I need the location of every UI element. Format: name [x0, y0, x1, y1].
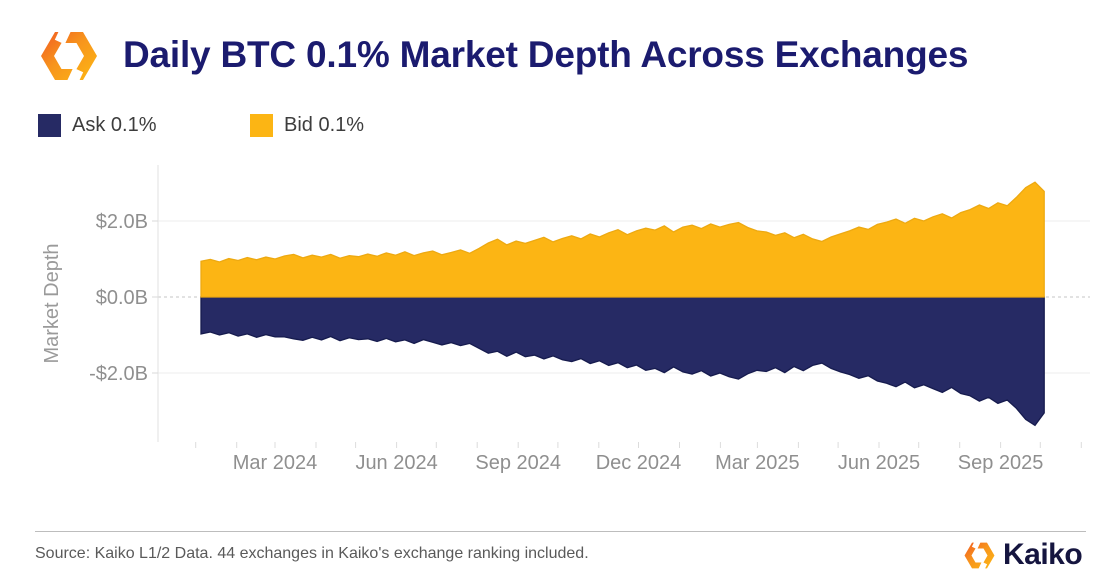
legend-item-bid: Bid 0.1% — [250, 112, 364, 138]
market-depth-area-chart: $2.0B $0.0B -$2.0B Mar 2024 Jun 2024 Sep 2024… — [41, 165, 1090, 474]
svg-text:Sep 2024: Sep 2024 — [475, 452, 561, 474]
source-note: Source: Kaiko L1/2 Data. 44 exchanges in… — [35, 545, 589, 562]
svg-text:Jun 2025: Jun 2025 — [838, 452, 920, 474]
svg-text:Jun 2024: Jun 2024 — [355, 452, 437, 474]
page-title: Daily BTC 0.1% Market Depth Across Excha… — [123, 34, 969, 75]
brand-name: Kaiko — [1003, 538, 1083, 571]
svg-text:Mar 2025: Mar 2025 — [715, 452, 800, 474]
footer-brand: Kaiko — [964, 538, 1083, 572]
svg-text:$2.0B: $2.0B — [96, 211, 148, 233]
svg-text:Mar 2024: Mar 2024 — [233, 452, 318, 474]
svg-text:Dec 2024: Dec 2024 — [596, 452, 682, 474]
legend-label-ask: Ask 0.1% — [72, 113, 157, 136]
svg-text:$0.0B: $0.0B — [96, 287, 148, 309]
kaiko-logo-icon — [41, 27, 97, 85]
legend-label-bid: Bid 0.1% — [284, 113, 365, 136]
svg-text:Market Depth: Market Depth — [41, 243, 63, 363]
svg-text:Sep 2025: Sep 2025 — [958, 452, 1044, 474]
svg-text:-$2.0B: -$2.0B — [89, 363, 148, 385]
legend-item-ask: Ask 0.1% — [38, 112, 156, 138]
kaiko-brand-icon — [964, 539, 995, 571]
footer-divider — [35, 531, 1086, 532]
bid-color-swatch-icon — [250, 113, 273, 137]
ask-color-swatch-icon — [38, 113, 61, 137]
